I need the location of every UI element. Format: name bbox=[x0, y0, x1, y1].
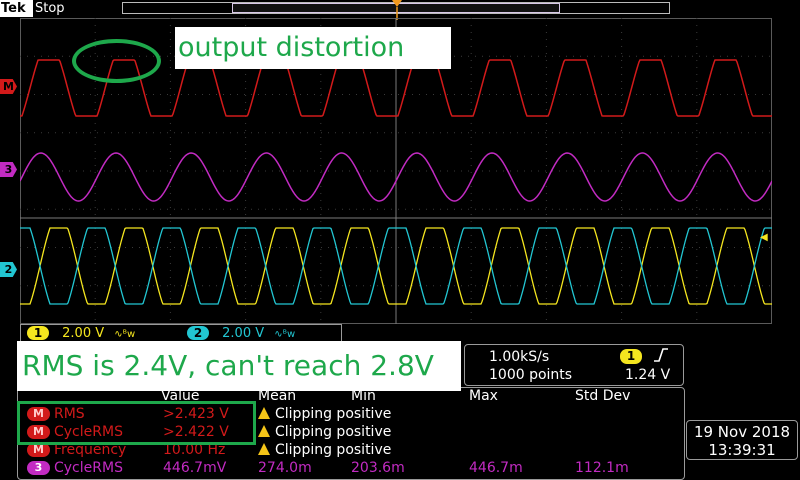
bandwidth-limit-icon: ∿ᴮw bbox=[114, 329, 136, 340]
ch2-readout[interactable]: 2 2.00 V ∿ᴮw bbox=[187, 326, 295, 341]
meas-mean: 274.0m bbox=[258, 460, 312, 476]
ch3-source-badge: 3 bbox=[27, 461, 50, 475]
meas-source-name: M CycleRMS bbox=[27, 423, 123, 441]
measurement-row[interactable]: 3 CycleRMS 446.7mV 274.0m 203.6m 446.7m 1… bbox=[18, 459, 686, 477]
warning-icon bbox=[258, 425, 270, 437]
meas-mean: Clipping positive bbox=[258, 405, 391, 423]
ch2-channel-marker[interactable]: 2 bbox=[0, 262, 17, 277]
meas-value: 446.7mV bbox=[163, 460, 227, 476]
meas-header-min: Min bbox=[351, 388, 376, 404]
channel-readout-bar: 1 2.00 V ∿ᴮw 2 2.00 V ∿ᴮw bbox=[20, 324, 342, 342]
date-time-readout: 19 Nov 2018 13:39:31 bbox=[686, 420, 798, 460]
brand-logo: Tek bbox=[0, 0, 33, 17]
bandwidth-limit-icon: ∿ᴮw bbox=[274, 329, 296, 340]
meas-source-name: M RMS bbox=[27, 405, 85, 423]
ch2-badge: 2 bbox=[187, 326, 209, 340]
math-source-badge: M bbox=[27, 443, 50, 457]
rms-annotation: RMS is 2.4V, can't reach 2.8V bbox=[17, 341, 461, 391]
ch1-waveform bbox=[20, 227, 772, 305]
meas-mean: Clipping positive bbox=[258, 423, 391, 441]
waveform-graticule[interactable] bbox=[20, 18, 772, 324]
sample-rate: 1.00kS/s bbox=[489, 349, 550, 365]
trigger-position-icon[interactable] bbox=[392, 0, 402, 20]
meas-max: 446.7m bbox=[469, 460, 523, 476]
ch1-readout[interactable]: 1 2.00 V ∿ᴮw bbox=[27, 326, 135, 341]
graticule-grid bbox=[20, 18, 772, 324]
meas-value: >2.423 V bbox=[163, 406, 229, 422]
measurement-row[interactable]: M Frequency 10.00 Hz Clipping positive bbox=[18, 441, 686, 459]
math-source-badge: M bbox=[27, 407, 50, 421]
meas-value: >2.422 V bbox=[163, 424, 229, 440]
ch3-channel-marker[interactable]: 3 bbox=[0, 162, 17, 177]
ch2-volts: 2.00 V bbox=[222, 326, 265, 341]
meas-header-value: Value bbox=[161, 388, 200, 404]
measurement-row[interactable]: M RMS >2.423 V Clipping positive bbox=[18, 405, 686, 423]
math-channel-marker[interactable]: M bbox=[0, 79, 17, 94]
meas-header-mean: Mean bbox=[258, 388, 297, 404]
rms-highlight-box bbox=[17, 401, 256, 445]
acquisition-readout[interactable]: 1.00kS/s 1000 points 1 1.24 V bbox=[464, 344, 684, 386]
meas-value: 10.00 Hz bbox=[163, 442, 226, 458]
distortion-annotation: output distortion bbox=[175, 27, 451, 69]
record-length: 1000 points bbox=[489, 367, 573, 383]
ch1-volts: 2.00 V bbox=[62, 326, 105, 341]
time: 13:39:31 bbox=[708, 441, 776, 459]
date: 19 Nov 2018 bbox=[693, 423, 791, 441]
distortion-highlight-ellipse bbox=[72, 39, 161, 83]
meas-source-name: 3 CycleRMS bbox=[27, 459, 123, 477]
meas-std-dev: 112.1m bbox=[575, 460, 629, 476]
meas-header-std-dev: Std Dev bbox=[575, 388, 631, 404]
status-bar: Tek Stop bbox=[0, 0, 800, 20]
run-state[interactable]: Stop bbox=[35, 1, 65, 16]
meas-mean: Clipping positive bbox=[258, 441, 391, 459]
trigger-level-icon[interactable]: ◀ bbox=[760, 232, 768, 243]
math-source-badge: M bbox=[27, 425, 50, 439]
trigger-source-badge: 1 bbox=[620, 349, 642, 364]
ch1-badge: 1 bbox=[27, 326, 49, 340]
warning-icon bbox=[258, 407, 270, 419]
rising-edge-icon bbox=[653, 347, 669, 367]
meas-header-max: Max bbox=[469, 388, 498, 404]
meas-source-name: M Frequency bbox=[27, 441, 126, 459]
warning-icon bbox=[258, 443, 270, 455]
ch3-waveform bbox=[20, 152, 772, 202]
trigger-level: 1.24 V bbox=[625, 367, 671, 383]
math-waveform bbox=[20, 59, 772, 117]
ch2-waveform bbox=[20, 227, 772, 305]
measurement-row[interactable]: M CycleRMS >2.422 V Clipping positive bbox=[18, 423, 686, 441]
meas-min: 203.6m bbox=[351, 460, 405, 476]
